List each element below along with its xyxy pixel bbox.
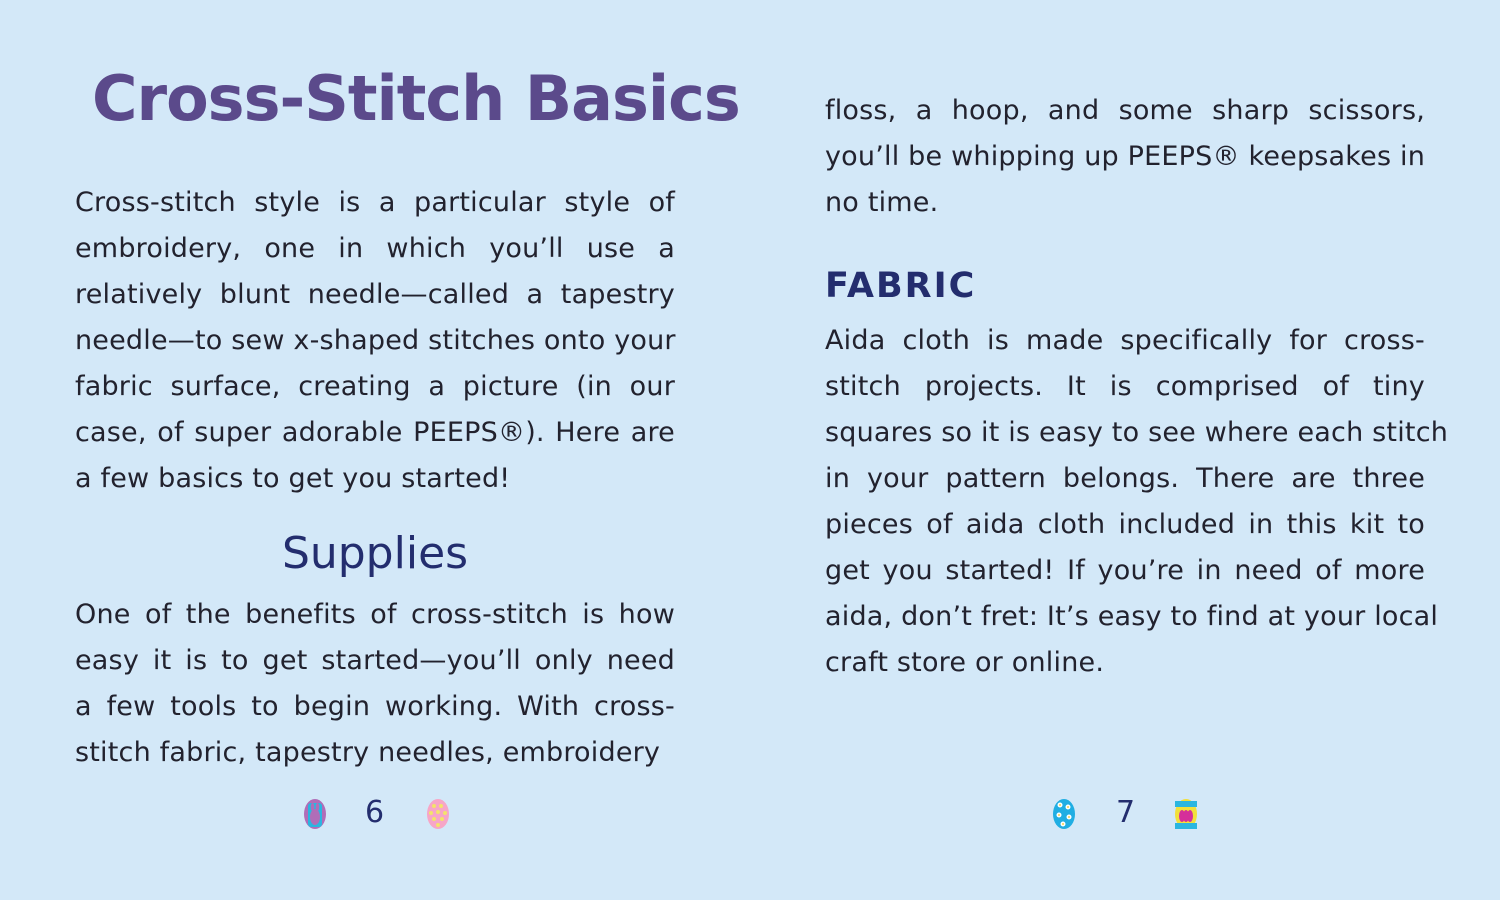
text-line: Aida cloth is made specifically for cros… (825, 325, 1425, 356)
text-line: embroidery, one in which you’ll use a (75, 233, 675, 264)
text-line: aida, don’t fret: It’s easy to find at y… (825, 601, 1439, 632)
page-number: 6 (365, 795, 385, 830)
page-number: 7 (1116, 795, 1136, 830)
text-line: in your pattern belongs. There are three (825, 463, 1425, 494)
text-line: needle—to sew x-shaped stitches onto you… (75, 325, 676, 356)
text-line: fabric surface, creating a picture (in o… (75, 371, 675, 402)
text-line: stitch projects. It is comprised of tiny (825, 371, 1425, 402)
supplies-paragraph-continued: floss, a hoop, and some sharp scissors, y… (825, 88, 1425, 226)
intro-paragraph: Cross-stitch style is a particular style… (75, 180, 676, 502)
bunny-egg-icon (304, 799, 326, 829)
text-line: stitch fabric, tapestry needles, embroid… (75, 737, 661, 768)
text-line: craft store or online. (825, 647, 1105, 678)
text-line: a few basics to get you started! (75, 463, 511, 494)
text-line: floss, a hoop, and some sharp scissors, (825, 95, 1425, 126)
text-line: easy it is to get started—you’ll only ne… (75, 645, 675, 676)
text-line: pieces of aida cloth included in this ki… (825, 509, 1425, 540)
text-line: One of the benefits of cross-stitch is h… (75, 599, 675, 630)
fabric-heading: FABRIC (825, 266, 977, 306)
text-line: case, of super adorable PEEPS®). Here ar… (75, 417, 675, 448)
text-line: you’ll be whipping up PEEPS® keepsakes i… (825, 141, 1426, 172)
supplies-paragraph: One of the benefits of cross-stitch is h… (75, 592, 675, 776)
supplies-heading: Supplies (281, 528, 469, 579)
text-line: no time. (825, 187, 939, 218)
dotted-egg-icon (427, 799, 449, 829)
text-line: get you started! If you’re in need of mo… (825, 555, 1425, 586)
text-line: squares so it is easy to see where each … (825, 417, 1449, 448)
bunny-egg-icon (1175, 799, 1197, 829)
text-line: Cross-stitch style is a particular style… (75, 187, 675, 218)
page-title: Cross-Stitch Basics (92, 62, 741, 135)
text-line: relatively blunt needle—called a tapestr… (75, 279, 675, 310)
flower-egg-icon (1053, 799, 1075, 829)
fabric-paragraph: Aida cloth is made specifically for cros… (825, 318, 1449, 686)
text-line: a few tools to begin working. With cross… (75, 691, 675, 722)
